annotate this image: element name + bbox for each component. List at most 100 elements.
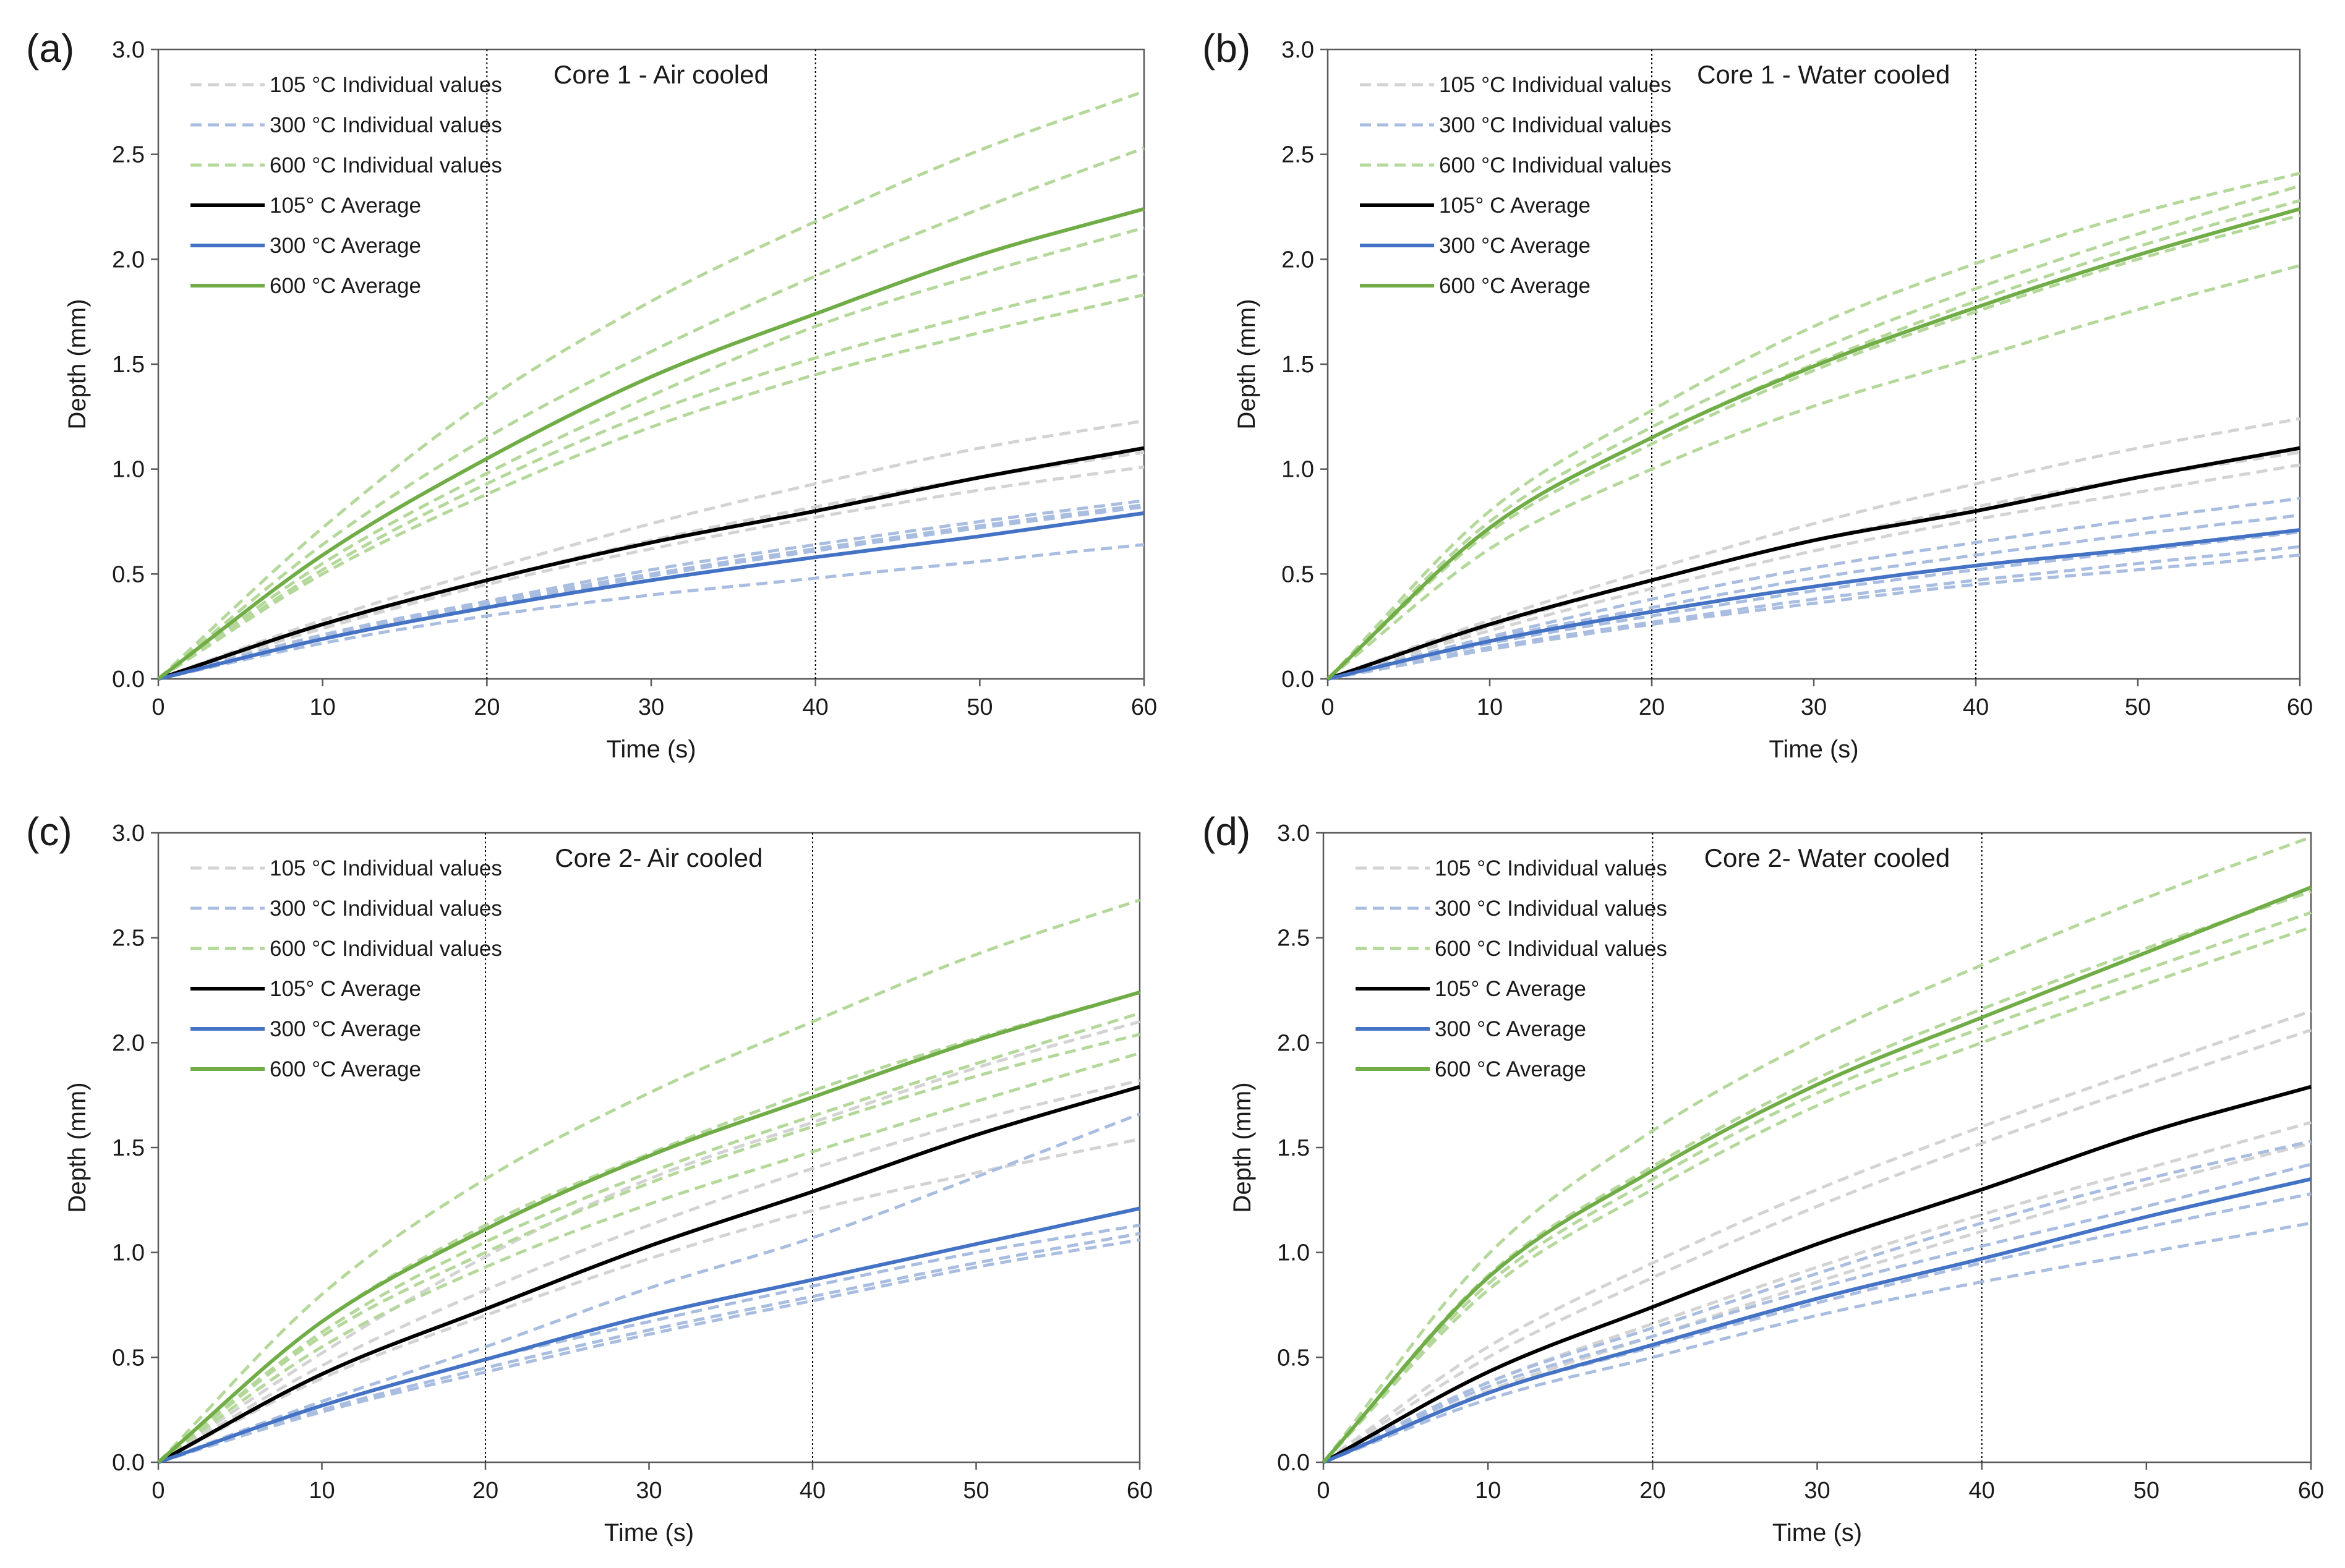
series-line-300c-individual xyxy=(1322,1140,2312,1464)
y-tick-label: 1.0 xyxy=(112,1240,145,1266)
series-line-300c-average xyxy=(1322,1177,2312,1464)
legend-label: 300 °C Average xyxy=(1439,234,1591,258)
x-tick-label: 20 xyxy=(1639,694,1665,720)
legend: 105 °C Individual values 300 °C Individua… xyxy=(190,856,502,1081)
x-tick-label: 10 xyxy=(309,1478,335,1504)
legend-label: 600 °C Individual values xyxy=(1435,937,1667,961)
y-tick-label: 0.0 xyxy=(112,1450,145,1476)
series-line-300c-average xyxy=(158,1206,1140,1464)
legend-label: 600 °C Average xyxy=(1435,1057,1586,1081)
panel-title: Core 1 - Air cooled xyxy=(553,60,769,89)
legend-label: 600 °C Average xyxy=(270,1057,421,1081)
series-line-600c-individual xyxy=(1322,926,2312,1464)
legend-label: 105° C Average xyxy=(1439,194,1591,218)
y-tick-label: 2.5 xyxy=(112,926,145,952)
y-tick-label: 0.5 xyxy=(112,1345,145,1371)
y-tick-label: 3.0 xyxy=(112,37,145,63)
series-line-300c-individual xyxy=(158,499,1145,681)
y-tick-label: 0.5 xyxy=(1277,1345,1310,1371)
legend-label: 105 °C Individual values xyxy=(270,73,502,97)
series-line-105c-individual xyxy=(157,1078,1140,1464)
panel-title: Core 2- Air cooled xyxy=(555,843,762,872)
x-axis-title: Time (s) xyxy=(1772,1519,1862,1546)
series-line-300c-average xyxy=(1327,528,2300,681)
legend-label: 300 °C Average xyxy=(1435,1017,1586,1041)
series-group xyxy=(157,90,1145,681)
x-tick-label: 60 xyxy=(2287,694,2313,720)
series-line-300c-average xyxy=(158,511,1145,681)
legend-label: 600 °C Individual values xyxy=(270,153,502,177)
legend-label: 105 °C Individual values xyxy=(1435,856,1667,880)
series-line-600c-average xyxy=(157,207,1145,681)
series-line-105c-individual xyxy=(158,419,1145,681)
y-axis-title: Depth (mm) xyxy=(1229,1082,1256,1212)
series-line-105c-individual xyxy=(1322,1010,2312,1464)
series-line-300c-individual xyxy=(158,505,1145,681)
series-line-105c-average xyxy=(158,446,1145,681)
legend-label: 105° C Average xyxy=(270,977,421,1001)
series-line-105c-individual xyxy=(1327,417,2300,681)
series-line-105c-individual xyxy=(1322,1028,2312,1464)
series-line-105c-individual xyxy=(158,451,1145,681)
y-tick-label: 0.5 xyxy=(1281,561,1314,587)
panel-title: Core 2- Water cooled xyxy=(1704,843,1950,872)
series-line-600c-average xyxy=(1326,207,2300,681)
y-tick-label: 2.0 xyxy=(112,1030,145,1056)
series-line-600c-individual xyxy=(157,90,1145,680)
y-axis-title: Depth (mm) xyxy=(64,1082,91,1212)
chart-panel-a: 0 10 20 30 40 50 60 0.0 0.5 1.0 1.5 2.0 2.5 3.0 Time (… xyxy=(26,26,1157,763)
x-tick-label: 0 xyxy=(1317,1478,1330,1504)
series-line-300c-individual xyxy=(1322,1162,2312,1464)
series-line-105c-average xyxy=(157,1084,1140,1464)
x-tick-label: 10 xyxy=(1477,694,1503,720)
series-line-600c-average xyxy=(157,991,1140,1464)
legend: 105 °C Individual values 300 °C Individua… xyxy=(1360,73,1672,298)
panel-letter: (a) xyxy=(26,26,74,70)
legend-label: 600 °C Individual values xyxy=(1439,153,1672,177)
legend-label: 300 °C Individual values xyxy=(1435,897,1667,921)
series-line-300c-individual xyxy=(1323,1221,2312,1464)
legend-label: 300 °C Individual values xyxy=(270,113,502,137)
legend-label: 300 °C Individual values xyxy=(270,897,502,921)
series-line-105c-individual xyxy=(157,1020,1140,1464)
panel-letter: (b) xyxy=(1202,26,1250,70)
y-tick-label: 1.5 xyxy=(1281,352,1314,378)
series-line-600c-individual xyxy=(1326,264,2300,680)
y-tick-label: 1.5 xyxy=(112,1135,145,1161)
x-tick-label: 50 xyxy=(2125,694,2151,720)
x-tick-label: 20 xyxy=(474,694,500,720)
panel-title: Core 1 - Water cooled xyxy=(1697,60,1950,89)
legend-label: 300 °C Average xyxy=(270,234,421,258)
series-line-600c-individual xyxy=(1326,213,2300,680)
y-tick-label: 0.5 xyxy=(112,561,145,587)
x-tick-label: 60 xyxy=(2298,1478,2324,1504)
x-tick-label: 60 xyxy=(1127,1478,1153,1504)
series-line-300c-individual xyxy=(158,1232,1140,1464)
legend-label: 105 °C Individual values xyxy=(1439,73,1672,97)
legend-label: 300 °C Average xyxy=(270,1017,421,1041)
x-tick-label: 30 xyxy=(1804,1478,1830,1504)
x-tick-label: 0 xyxy=(152,1478,164,1504)
series-line-600c-individual xyxy=(157,1012,1140,1464)
y-axis-title: Depth (mm) xyxy=(64,299,91,429)
x-tick-label: 50 xyxy=(963,1478,989,1504)
chart-panel-b: 0 10 20 30 40 50 60 0.0 0.5 1.0 1.5 2.0 2.5 3.0 Time (… xyxy=(1202,26,2313,763)
series-line-105c-average xyxy=(1322,1084,2312,1464)
x-axis-title: Time (s) xyxy=(604,1519,694,1546)
legend: 105 °C Individual values 300 °C Individua… xyxy=(1356,856,1667,1081)
series-line-300c-individual xyxy=(1327,530,2300,681)
y-tick-label: 3.0 xyxy=(112,820,145,846)
y-tick-label: 0.0 xyxy=(1281,667,1314,692)
x-tick-label: 30 xyxy=(638,694,664,720)
y-tick-label: 1.0 xyxy=(1277,1240,1310,1266)
series-line-600c-individual xyxy=(157,272,1145,681)
x-tick-label: 40 xyxy=(800,1478,826,1504)
series-line-300c-individual xyxy=(1327,545,2300,681)
y-tick-label: 2.0 xyxy=(1281,247,1314,273)
x-tick-label: 40 xyxy=(803,694,829,720)
x-tick-label: 30 xyxy=(1801,694,1827,720)
x-tick-label: 60 xyxy=(1131,694,1157,720)
series-line-600c-individual xyxy=(157,147,1145,680)
